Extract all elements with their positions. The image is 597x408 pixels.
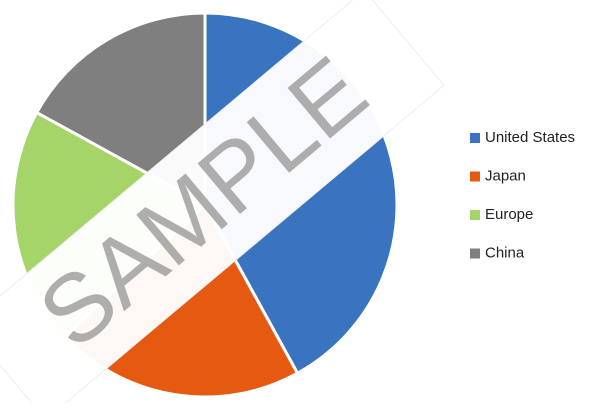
legend-label: United States bbox=[485, 129, 575, 146]
legend-label: China bbox=[485, 244, 525, 261]
legend-label: Europe bbox=[485, 206, 533, 223]
legend-swatch bbox=[470, 248, 480, 259]
legend-swatch bbox=[470, 171, 480, 182]
legend-label: Japan bbox=[485, 167, 526, 184]
legend: United States Japan Europe China bbox=[470, 129, 575, 261]
watermark-bg bbox=[0, 0, 445, 408]
pie-slice bbox=[34, 11, 207, 208]
legend-swatch bbox=[470, 133, 480, 143]
legend-swatch bbox=[470, 210, 480, 220]
